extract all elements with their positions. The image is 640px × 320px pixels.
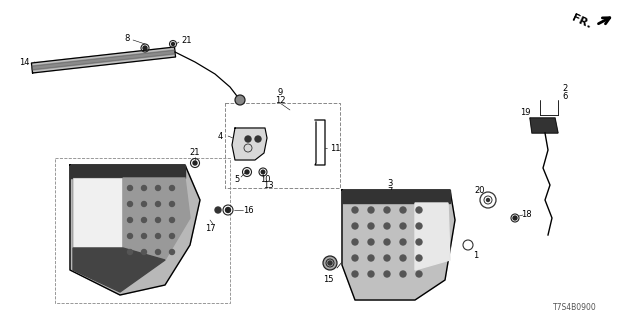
Circle shape — [141, 234, 147, 238]
Text: 8: 8 — [124, 34, 130, 43]
Circle shape — [513, 216, 517, 220]
Text: 18: 18 — [521, 210, 531, 219]
Circle shape — [127, 186, 132, 190]
Bar — [225, 103, 340, 188]
Circle shape — [170, 234, 175, 238]
Circle shape — [225, 207, 230, 212]
Circle shape — [368, 223, 374, 229]
Text: 6: 6 — [563, 92, 568, 100]
Polygon shape — [342, 190, 450, 203]
Circle shape — [255, 136, 261, 142]
Text: 1: 1 — [474, 251, 479, 260]
Circle shape — [141, 186, 147, 190]
Circle shape — [384, 271, 390, 277]
Circle shape — [384, 255, 390, 261]
Circle shape — [323, 256, 337, 270]
Circle shape — [368, 207, 374, 213]
Polygon shape — [123, 178, 190, 260]
Circle shape — [141, 218, 147, 222]
Circle shape — [143, 46, 147, 50]
Text: 4: 4 — [218, 132, 223, 140]
Circle shape — [416, 223, 422, 229]
Circle shape — [400, 255, 406, 261]
Circle shape — [416, 239, 422, 245]
Circle shape — [141, 202, 147, 206]
Circle shape — [170, 250, 175, 254]
Circle shape — [156, 186, 161, 190]
Text: 2: 2 — [563, 84, 568, 92]
Bar — [55, 158, 230, 303]
Circle shape — [384, 223, 390, 229]
Polygon shape — [32, 50, 175, 70]
Circle shape — [156, 234, 161, 238]
Polygon shape — [530, 118, 558, 133]
Circle shape — [156, 250, 161, 254]
Circle shape — [156, 202, 161, 206]
Text: 11: 11 — [330, 143, 340, 153]
Circle shape — [193, 161, 197, 165]
Circle shape — [245, 136, 251, 142]
Text: 10: 10 — [260, 174, 270, 183]
Polygon shape — [70, 165, 200, 295]
Polygon shape — [73, 248, 165, 292]
Circle shape — [170, 202, 175, 206]
Text: T7S4B0900: T7S4B0900 — [553, 303, 597, 313]
Text: 21: 21 — [189, 148, 200, 156]
Circle shape — [127, 250, 132, 254]
Text: 12: 12 — [275, 95, 285, 105]
Circle shape — [352, 207, 358, 213]
Polygon shape — [70, 165, 185, 178]
Text: 17: 17 — [205, 223, 215, 233]
Circle shape — [261, 170, 265, 174]
Text: 14: 14 — [19, 58, 29, 67]
Text: 7: 7 — [387, 187, 393, 196]
Circle shape — [172, 43, 175, 45]
Text: 20: 20 — [475, 186, 485, 195]
Circle shape — [384, 207, 390, 213]
Text: 21: 21 — [182, 36, 192, 44]
Circle shape — [141, 250, 147, 254]
Polygon shape — [415, 203, 450, 270]
Text: 13: 13 — [262, 180, 273, 189]
Polygon shape — [31, 47, 175, 73]
Text: 15: 15 — [323, 276, 333, 284]
Circle shape — [156, 218, 161, 222]
Circle shape — [170, 218, 175, 222]
Circle shape — [368, 239, 374, 245]
Circle shape — [416, 207, 422, 213]
Circle shape — [368, 255, 374, 261]
Circle shape — [352, 239, 358, 245]
Circle shape — [352, 271, 358, 277]
Circle shape — [384, 239, 390, 245]
Circle shape — [215, 207, 221, 213]
Circle shape — [245, 170, 249, 174]
Text: 9: 9 — [277, 87, 283, 97]
Circle shape — [127, 234, 132, 238]
Circle shape — [127, 218, 132, 222]
Circle shape — [400, 271, 406, 277]
Circle shape — [352, 223, 358, 229]
Text: 19: 19 — [520, 108, 531, 116]
Circle shape — [400, 239, 406, 245]
Circle shape — [170, 186, 175, 190]
Circle shape — [127, 202, 132, 206]
Circle shape — [400, 223, 406, 229]
Polygon shape — [342, 190, 455, 300]
Circle shape — [416, 255, 422, 261]
Circle shape — [368, 271, 374, 277]
Text: 3: 3 — [387, 179, 393, 188]
Circle shape — [400, 207, 406, 213]
Text: 5: 5 — [234, 174, 239, 183]
Text: FR.: FR. — [571, 13, 593, 31]
Polygon shape — [232, 128, 267, 160]
Text: 16: 16 — [243, 205, 253, 214]
Circle shape — [328, 261, 332, 265]
Circle shape — [486, 198, 490, 202]
Circle shape — [352, 255, 358, 261]
Bar — [73, 178, 123, 248]
Circle shape — [235, 95, 245, 105]
Circle shape — [416, 271, 422, 277]
